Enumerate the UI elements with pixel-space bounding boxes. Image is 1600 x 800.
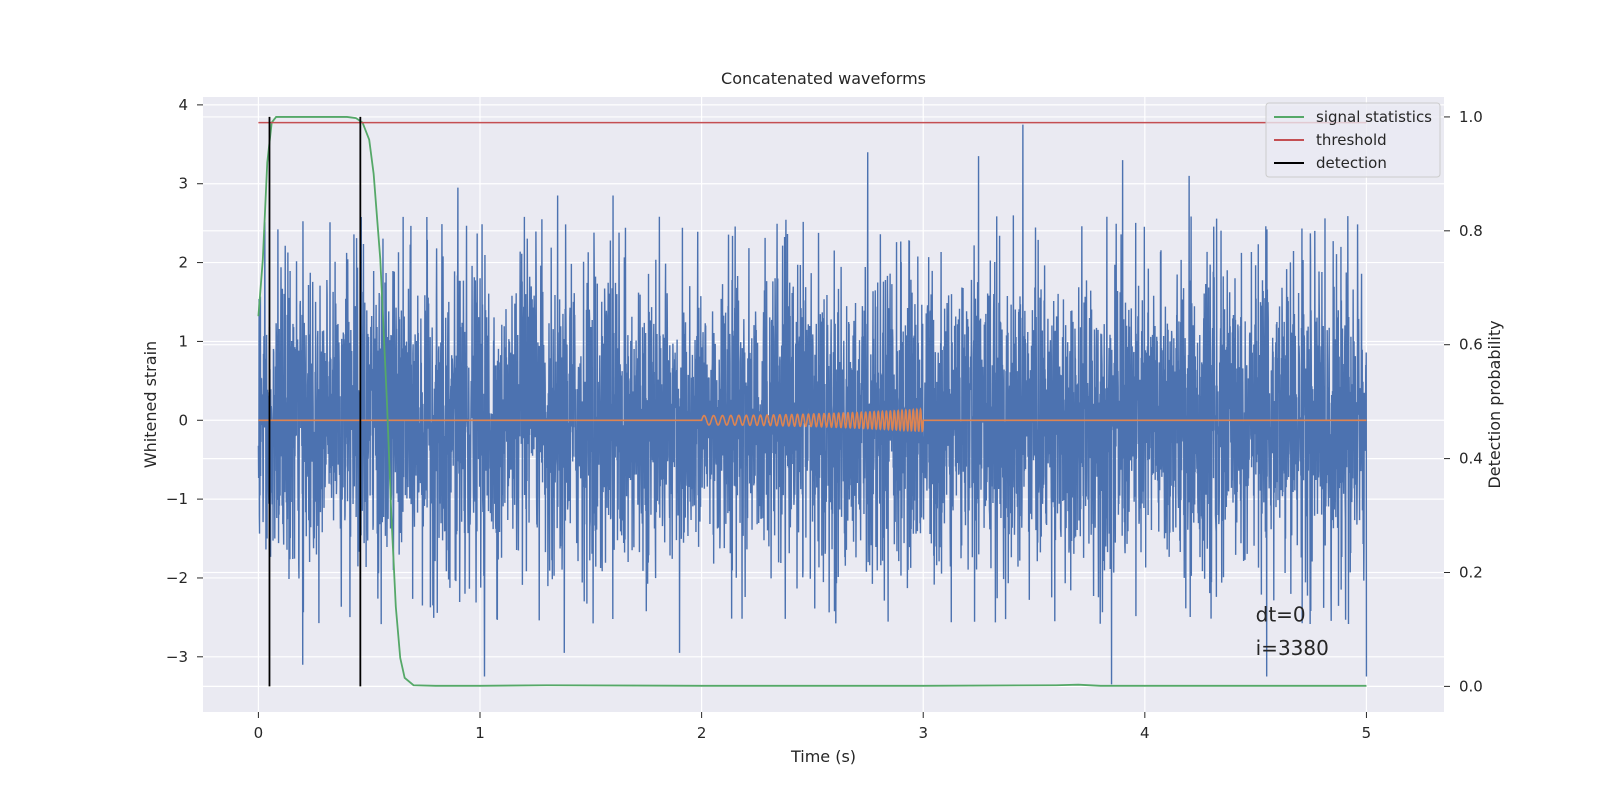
- series-line-injected-signal: [258, 407, 1367, 433]
- y2-axis-label: Detection probability: [1485, 320, 1504, 488]
- y2-tick-label: 0.8: [1459, 222, 1483, 240]
- ticks-layer: 0 1 2 3 4 5 −3 −2 −1 0 1 2 3 4 0.0 0.2 0.4 0.6 0.8 1.0: [166, 96, 1483, 742]
- y-tick-label: −1: [166, 490, 188, 508]
- y-axis-label: Whitened strain: [141, 341, 160, 468]
- y-tick-label: 0: [178, 411, 188, 429]
- x-tick-label: 1: [475, 724, 485, 742]
- y2-tick-label: 0.4: [1459, 450, 1483, 468]
- y-tick-label: 4: [178, 96, 188, 114]
- x-tick-label: 5: [1362, 724, 1372, 742]
- y-tick-label: 1: [178, 332, 188, 350]
- annotation-dt: dt=0: [1256, 602, 1306, 626]
- y2-tick-label: 0.2: [1459, 563, 1483, 581]
- legend-label-signal-statistics: signal statistics: [1316, 108, 1432, 126]
- series-layer: [257, 116, 1368, 687]
- x-tick-label: 4: [1140, 724, 1150, 742]
- x-axis-label: Time (s): [790, 747, 856, 766]
- annotation-index: i=3380: [1256, 636, 1329, 660]
- y-tick-label: 2: [178, 254, 188, 272]
- y2-tick-label: 0.6: [1459, 336, 1483, 354]
- chart-title: Concatenated waveforms: [721, 69, 926, 88]
- y2-tick-label: 1.0: [1459, 108, 1483, 126]
- y2-tick-label: 0.0: [1459, 677, 1483, 695]
- series-line-signal-statistics: [257, 116, 1367, 687]
- x-tick-label: 3: [918, 724, 928, 742]
- y-tick-label: 3: [178, 175, 188, 193]
- legend-box: [1265, 102, 1441, 178]
- y-tick-label: −2: [166, 569, 188, 587]
- x-tick-label: 0: [254, 724, 264, 742]
- x-tick-label: 2: [697, 724, 707, 742]
- series-line-whitened-strain: [257, 124, 1368, 685]
- y-tick-label: −3: [166, 648, 188, 666]
- legend-label-detection: detection: [1316, 154, 1387, 172]
- legend: signal statistics threshold detection: [1265, 102, 1441, 178]
- legend-label-threshold: threshold: [1316, 131, 1387, 149]
